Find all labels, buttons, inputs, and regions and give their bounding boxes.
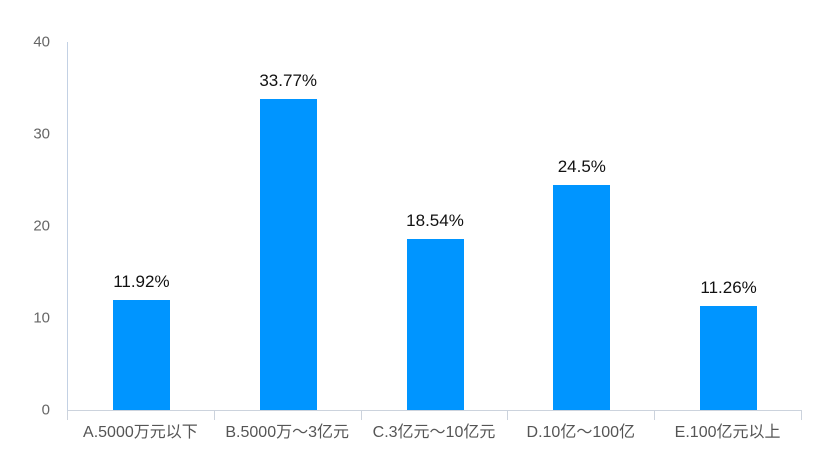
bar-value-label: 11.26% (700, 278, 757, 298)
x-axis-tick (213, 411, 215, 420)
y-tick-label: 0 (41, 401, 50, 419)
bar-d (553, 184, 611, 410)
y-tick-label: 30 (33, 125, 50, 143)
y-tick-label: 40 (33, 33, 50, 51)
x-axis-tick (507, 411, 509, 420)
bar-value-label: 11.92% (113, 272, 170, 292)
bar-a (112, 300, 170, 410)
x-category-label: E.100亿元以上 (674, 424, 781, 441)
y-tick-label: 20 (33, 217, 50, 235)
x-axis-tick (654, 411, 656, 420)
x-category-label: A.5000万元以下 (83, 424, 198, 441)
bar-value-label: 33.77% (259, 71, 318, 91)
bar-b (259, 99, 317, 410)
x-axis-tick (360, 411, 362, 420)
bar-c (406, 239, 464, 410)
bar-e (700, 306, 758, 410)
x-category-label: D.10亿～100亿 (526, 424, 636, 441)
y-tick-label: 10 (33, 309, 50, 327)
x-category-label: B.5000万～3亿元 (225, 424, 349, 441)
bar-value-label: 24.5% (557, 156, 606, 176)
x-category-label: C.3亿元～10亿元 (372, 424, 496, 441)
plot-area: 11.92% 33.77% 18.54% 24.5% 11.26% (67, 42, 802, 411)
x-axis-tick (801, 411, 802, 420)
bar-value-label: 18.54% (406, 211, 464, 231)
x-axis-tick (67, 411, 68, 420)
